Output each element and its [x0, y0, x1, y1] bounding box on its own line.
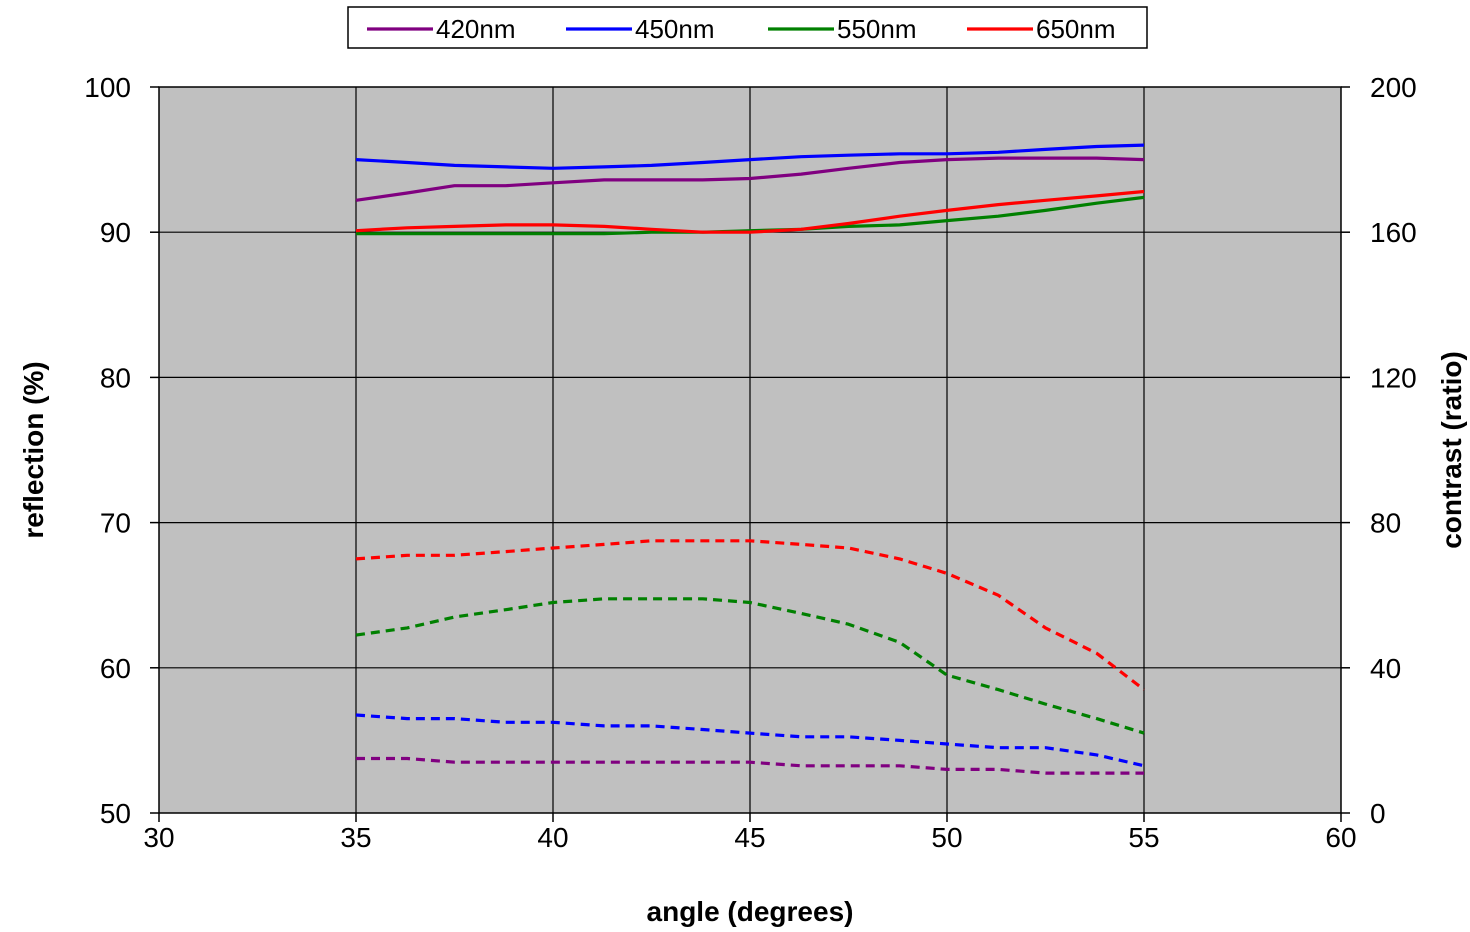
- series-line-420nm-contrast: [356, 756, 1144, 775]
- series-line-650nm-contrast: [355, 539, 1145, 691]
- y2-tick-label: 200: [1370, 72, 1417, 103]
- x-tick-label: 50: [931, 822, 962, 853]
- y2-tick-label: 80: [1370, 508, 1401, 539]
- series-line-450nm-reflection: [355, 143, 1145, 170]
- y2-axis-title: contrast (ratio): [1436, 351, 1467, 549]
- x-tick-label: 30: [143, 822, 174, 853]
- y-tick-label: 100: [84, 72, 131, 103]
- y2-tick-label: 0: [1370, 798, 1386, 829]
- x-tick-label: 45: [734, 822, 765, 853]
- x-tick-label: 40: [537, 822, 568, 853]
- x-tick-label: 55: [1128, 822, 1159, 853]
- series-line-650nm-reflection: [355, 189, 1145, 234]
- y-tick-label: 70: [100, 508, 131, 539]
- y2-tick-label: 120: [1370, 362, 1417, 393]
- y-axis-title: reflection (%): [18, 361, 49, 538]
- y2-tick-label: 40: [1370, 653, 1401, 684]
- y-tick-label: 60: [100, 653, 131, 684]
- y-tick-label: 90: [100, 217, 131, 248]
- x-tick-label: 60: [1325, 822, 1356, 853]
- series-line-450nm-contrast: [355, 713, 1145, 768]
- legend-label-650nm: 650nm: [1036, 14, 1116, 44]
- y-tick-label: 50: [100, 798, 131, 829]
- legend-label-420nm: 420nm: [436, 14, 516, 44]
- legend-items: 420nm 450nm 550nm 650nm: [367, 14, 1116, 44]
- series-line-420nm-reflection: [355, 156, 1145, 202]
- x-tick-label: 35: [340, 822, 371, 853]
- y-tick-label: 80: [100, 362, 131, 393]
- series-line-550nm-contrast: [355, 597, 1145, 735]
- y2-tick-label: 160: [1370, 217, 1417, 248]
- axes: 30 35 40 45 50 55 60 50 60 70 80 90 100 0 40 80 120 160 20…: [84, 72, 1416, 853]
- legend: 420nm 450nm 550nm 650nm: [347, 6, 1148, 49]
- x-axis-title: angle (degrees): [647, 896, 854, 927]
- legend-label-450nm: 450nm: [635, 14, 715, 44]
- legend-label-550nm: 550nm: [837, 14, 917, 44]
- series-layer: [355, 143, 1145, 775]
